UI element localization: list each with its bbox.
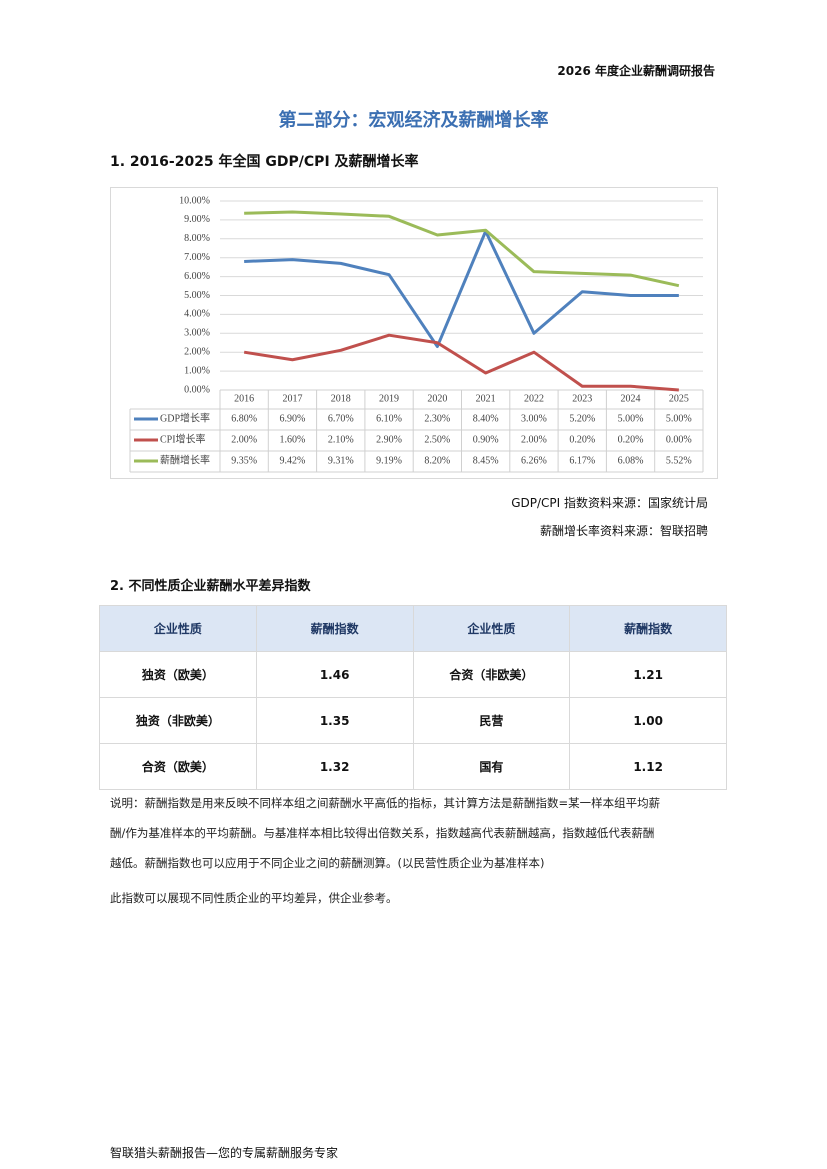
td: 独资（非欧美） bbox=[99, 697, 257, 744]
section-heading: 1. 2016-2025 年全国 GDP/CPI 及薪酬增长率 bbox=[110, 154, 419, 170]
y-tick-label: 3.00% bbox=[184, 328, 210, 339]
data-label: 2.50% bbox=[424, 434, 450, 445]
data-label: 6.26% bbox=[521, 455, 547, 466]
y-tick-label: 6.00% bbox=[184, 271, 210, 282]
th: 企业性质 bbox=[99, 605, 257, 652]
th: 企业性质 bbox=[412, 605, 571, 652]
y-tick-label: 10.00% bbox=[179, 195, 210, 206]
data-label: 2.10% bbox=[328, 434, 354, 445]
legend-label: 薪酬增长率 bbox=[160, 453, 210, 466]
x-tick-label: 2016 bbox=[234, 393, 254, 404]
data-label: 2.00% bbox=[231, 434, 257, 445]
y-tick-label: 1.00% bbox=[184, 365, 210, 376]
data-label: 8.20% bbox=[424, 455, 450, 466]
y-tick-label: 8.00% bbox=[184, 233, 210, 244]
data-label: 6.10% bbox=[376, 413, 402, 424]
data-label: 0.20% bbox=[569, 434, 595, 445]
td: 独资（欧美） bbox=[99, 651, 257, 698]
note: 此指数可以展现不同性质企业的平均差异，供企业参考。 bbox=[110, 891, 398, 905]
data-label: 6.08% bbox=[618, 455, 644, 466]
series-line bbox=[244, 229, 679, 349]
source: 薪酬增长率资料来源：智联招聘 bbox=[539, 524, 708, 538]
chart: 0.00% 1.00% 2.00% 3.00% 4.00% 5.00% 6.00% 7.00%… bbox=[110, 187, 718, 479]
data-label: 9.31% bbox=[328, 455, 354, 466]
td: 1.32 bbox=[255, 743, 414, 790]
data-label: 6.90% bbox=[280, 413, 306, 424]
note: 酬/作为基准样本的平均薪酬。与基准样本相比较得出倍数关系，指数越高代表薪酬越高，… bbox=[110, 826, 655, 840]
y-tick-label: 0.00% bbox=[184, 384, 210, 395]
section-heading: 2. 不同性质企业薪酬水平差异指数 bbox=[110, 579, 311, 594]
legend-label: CPI增长率 bbox=[160, 432, 206, 445]
x-tick-label: 2022 bbox=[524, 393, 544, 404]
th: 薪酬指数 bbox=[569, 605, 727, 652]
y-tick-label: 9.00% bbox=[184, 214, 210, 225]
x-tick-label: 2020 bbox=[427, 393, 447, 404]
td: 1.21 bbox=[569, 651, 727, 698]
td: 民营 bbox=[412, 697, 571, 744]
y-tick-label: 5.00% bbox=[184, 290, 210, 301]
x-tick-label: 2021 bbox=[476, 393, 496, 404]
td: 1.12 bbox=[569, 743, 727, 790]
report-header: 2026 年度企业薪酬调研报告 bbox=[557, 64, 715, 78]
x-tick-label: 2017 bbox=[282, 393, 302, 404]
x-tick-label: 2018 bbox=[331, 393, 351, 404]
note: 越低。薪酬指数也可以应用于不同企业之间的薪酬测算。(以民营性质企业为基准样本) bbox=[110, 856, 545, 870]
data-label: 8.45% bbox=[473, 455, 499, 466]
series-line bbox=[243, 333, 679, 392]
legend-label: GDP增长率 bbox=[160, 411, 210, 424]
data-label: 0.90% bbox=[473, 434, 499, 445]
data-label: 8.40% bbox=[473, 413, 499, 424]
td: 1.46 bbox=[255, 651, 414, 698]
data-label: 2.30% bbox=[424, 413, 450, 424]
data-label: 9.19% bbox=[376, 455, 402, 466]
td: 国有 bbox=[412, 743, 571, 790]
data-label: 9.35% bbox=[231, 455, 257, 466]
x-tick-label: 2025 bbox=[669, 393, 689, 404]
data-label: 0.00% bbox=[666, 434, 692, 445]
data-label: 6.17% bbox=[569, 455, 595, 466]
data-label: 2.90% bbox=[376, 434, 402, 445]
footer: 智联猎头薪酬报告—您的专属薪酬服务专家 bbox=[110, 1146, 339, 1160]
data-label: 6.70% bbox=[328, 413, 354, 424]
td: 合资（非欧美） bbox=[412, 651, 571, 698]
x-tick-label: 2019 bbox=[379, 393, 399, 404]
data-label: 9.42% bbox=[280, 455, 306, 466]
y-tick-label: 2.00% bbox=[184, 346, 210, 357]
th: 薪酬指数 bbox=[255, 605, 414, 652]
td: 1.35 bbox=[255, 697, 414, 744]
data-label: 2.00% bbox=[521, 434, 547, 445]
data-label: 5.00% bbox=[618, 413, 644, 424]
data-label: 5.52% bbox=[666, 455, 692, 466]
td: 1.00 bbox=[569, 697, 727, 744]
index-table: 企业性质 薪酬指数 企业性质 薪酬指数 独资（欧美） 1.46 合资（非欧美） 1.21 独… bbox=[99, 605, 727, 790]
note: 说明：薪酬指数是用来反映不同样本组之间薪酬水平高低的指标，其计算方法是薪酬指数=… bbox=[110, 796, 661, 810]
x-tick-label: 2023 bbox=[572, 393, 592, 404]
data-label: 1.60% bbox=[280, 434, 306, 445]
source: GDP/CPI 指数资料来源：国家统计局 bbox=[511, 496, 708, 510]
series-line bbox=[244, 210, 680, 288]
y-tick-label: 4.00% bbox=[184, 309, 210, 320]
page-title: 第二部分：宏观经济及薪酬增长率 bbox=[278, 110, 549, 131]
x-tick-label: 2024 bbox=[621, 393, 641, 404]
data-label: 5.00% bbox=[666, 413, 692, 424]
data-label: 0.20% bbox=[618, 434, 644, 445]
data-label: 5.20% bbox=[569, 413, 595, 424]
y-tick-label: 7.00% bbox=[184, 252, 210, 263]
td: 合资（欧美） bbox=[99, 743, 257, 790]
data-label: 3.00% bbox=[521, 413, 547, 424]
data-label: 6.80% bbox=[231, 413, 257, 424]
